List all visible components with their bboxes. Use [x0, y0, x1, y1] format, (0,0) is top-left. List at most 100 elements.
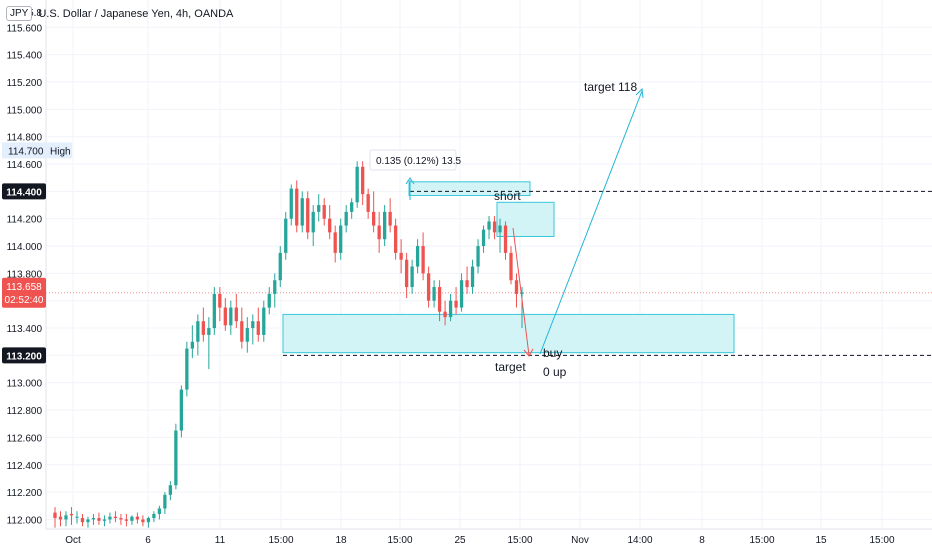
candle-body — [520, 292, 524, 294]
countdown-tag: 02:52:40 — [5, 295, 44, 306]
candle-body — [393, 225, 398, 253]
zones-layer[interactable] — [282, 181, 735, 354]
high-tag-label: High — [50, 146, 71, 157]
candle-body — [80, 518, 85, 523]
candle-body — [350, 202, 354, 212]
candle-body — [333, 232, 337, 253]
long-arrow-head — [635, 87, 644, 99]
candle-body — [185, 348, 189, 390]
target-short-label[interactable]: target — [495, 360, 526, 374]
candle-body — [382, 211, 387, 240]
candle-body — [75, 516, 79, 518]
current-price-tag-bg — [2, 277, 46, 308]
candle-body — [421, 246, 425, 274]
candle-body — [152, 513, 156, 519]
price-tick-label: 114.000 — [7, 242, 43, 253]
measure-arrow-head — [405, 177, 415, 185]
price-tick-label: 115.400 — [7, 51, 43, 62]
time-tick-label: 8 — [699, 535, 705, 546]
candle-body — [289, 188, 293, 219]
candle-body — [284, 218, 288, 253]
candle-body — [157, 508, 162, 514]
short-arrow[interactable] — [512, 227, 530, 356]
candle-body — [207, 328, 211, 335]
candle-body — [174, 430, 178, 486]
candle-body — [503, 225, 508, 253]
symbol-badge[interactable]: JPY — [6, 6, 33, 21]
time-tick-label: 15:00 — [869, 535, 894, 546]
candle-body — [146, 518, 151, 523]
price-tick-label: 113.400 — [7, 324, 43, 335]
candle-body — [300, 198, 304, 226]
buy-label[interactable]: buy — [543, 346, 562, 360]
time-tick-label: 15:00 — [268, 535, 293, 546]
candle-body — [124, 519, 129, 521]
candle-body — [141, 519, 145, 523]
buy-zone[interactable] — [282, 313, 735, 354]
candle-body — [426, 273, 431, 301]
candle-body — [470, 266, 475, 288]
candle-body — [130, 516, 134, 521]
time-tick-label: 25 — [454, 535, 466, 546]
candle-body — [372, 211, 376, 226]
candle-body — [97, 518, 101, 521]
candle-body — [273, 280, 277, 294]
short-label[interactable]: short — [494, 189, 521, 203]
price-tick-label: 113.800 — [7, 269, 43, 280]
candle-body — [361, 166, 365, 195]
time-tick-label: 11 — [215, 535, 226, 546]
candle-body — [179, 389, 184, 431]
price-tick-label: 114.600 — [7, 160, 43, 171]
candle-body — [278, 252, 282, 281]
candle-body — [256, 321, 260, 335]
candle-body — [218, 293, 222, 308]
price-tick-label: 115.200 — [7, 78, 43, 89]
candles-layer — [53, 161, 524, 528]
candle-body — [404, 259, 409, 288]
candle-body — [322, 205, 326, 219]
candle-body — [476, 246, 480, 267]
buy-sub-label[interactable]: 0 up — [543, 365, 567, 379]
high-tag-bg — [2, 142, 72, 159]
candle-body — [328, 218, 332, 233]
candle-body — [487, 221, 491, 230]
candle-body — [163, 494, 167, 509]
buy-price-tag: 113.200 — [6, 351, 42, 362]
time-tick-label: Oct — [65, 535, 81, 546]
candle-body — [366, 194, 370, 212]
time-tick-label: 6 — [145, 535, 151, 546]
candle-body — [437, 287, 442, 312]
time-tick-label: 14:00 — [627, 535, 652, 546]
candle-body — [53, 512, 57, 519]
short-arrow-head — [523, 348, 534, 357]
target-long-label[interactable]: target 118 — [584, 80, 637, 94]
price-tick-label: 115.600 — [7, 23, 43, 34]
time-tick-label: 15:00 — [749, 535, 774, 546]
candle-body — [311, 211, 315, 233]
short-price-tag: 114.400 — [6, 187, 42, 198]
candle-body — [481, 229, 486, 247]
price-tick-label: 112.800 — [7, 406, 43, 417]
candle-body — [459, 280, 464, 308]
candle-body — [492, 221, 497, 233]
long-arrow[interactable] — [539, 90, 643, 355]
candle-body — [190, 341, 195, 349]
time-axis[interactable]: Oct 6 11 15:00 18 15:00 25 15:00 Nov 14:00 8 15:00 1… — [65, 535, 895, 546]
candle-body — [388, 211, 392, 226]
candle-body — [514, 280, 519, 294]
candle-body — [212, 293, 216, 329]
price-tick-label: 114.200 — [7, 215, 43, 226]
candle-body — [415, 246, 420, 267]
short-zone-top[interactable] — [408, 181, 531, 196]
candle-body — [344, 211, 348, 226]
measure-tooltip — [369, 149, 457, 171]
candle-body — [306, 198, 310, 233]
price-tick-label: 112.200 — [7, 488, 43, 499]
short-price-tag-bg — [2, 183, 46, 200]
candle-body — [168, 485, 173, 495]
price-axis[interactable]: 115.600 115.400 115.200 115.000 114.800 114.6… — [2, 8, 72, 526]
drawings-layer[interactable]: 0.135 (0.12%) 13.5 short target buy 0 up targ… — [283, 80, 932, 379]
measure-label: 0.135 (0.12%) 13.5 — [376, 156, 461, 167]
candle-body — [86, 519, 90, 523]
